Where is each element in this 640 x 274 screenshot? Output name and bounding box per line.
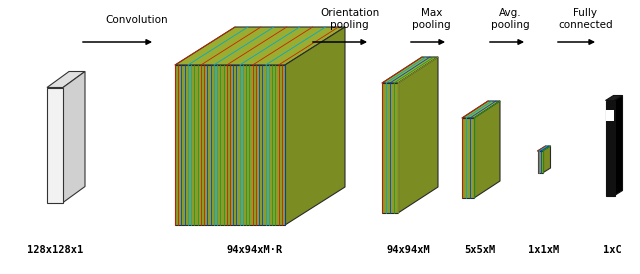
Polygon shape	[285, 27, 345, 225]
Polygon shape	[605, 101, 614, 196]
Text: 1x1xM: 1x1xM	[529, 245, 559, 255]
Text: 94x94xM·R: 94x94xM·R	[227, 245, 283, 255]
Polygon shape	[605, 96, 623, 101]
Polygon shape	[47, 72, 85, 87]
Polygon shape	[614, 96, 623, 196]
Polygon shape	[175, 65, 285, 225]
Polygon shape	[474, 101, 500, 198]
Polygon shape	[462, 118, 474, 198]
Polygon shape	[175, 27, 345, 65]
Polygon shape	[543, 146, 550, 173]
Polygon shape	[382, 83, 398, 213]
Text: 94x94xM: 94x94xM	[386, 245, 430, 255]
Polygon shape	[538, 151, 543, 173]
Polygon shape	[398, 57, 438, 213]
Text: 1xC: 1xC	[603, 245, 621, 255]
Text: 5x5xM: 5x5xM	[465, 245, 495, 255]
Polygon shape	[606, 110, 614, 121]
Polygon shape	[47, 87, 63, 202]
Text: Avg.
pooling: Avg. pooling	[491, 8, 530, 30]
Polygon shape	[63, 72, 85, 202]
Polygon shape	[538, 146, 550, 151]
Text: Max
pooling: Max pooling	[412, 8, 451, 30]
Text: Convolution: Convolution	[105, 15, 168, 25]
Polygon shape	[382, 57, 438, 83]
Text: Orientation
pooling: Orientation pooling	[320, 8, 380, 30]
Polygon shape	[462, 101, 500, 118]
Text: Fully
connected: Fully connected	[558, 8, 612, 30]
Text: 128x128x1: 128x128x1	[27, 245, 83, 255]
